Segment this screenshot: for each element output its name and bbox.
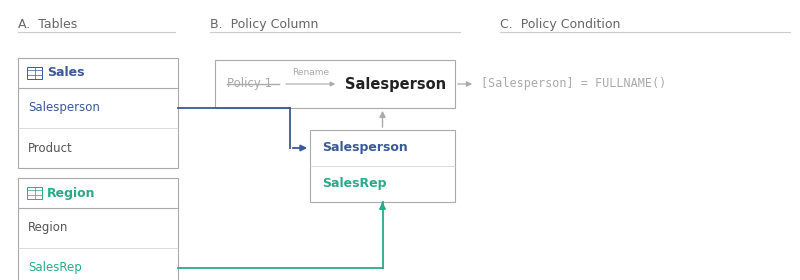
Text: [Salesperson] = FULLNAME(): [Salesperson] = FULLNAME() [481, 78, 666, 90]
Bar [215, 60, 455, 108]
Bar [27, 67, 42, 79]
Text: Salesperson: Salesperson [322, 141, 408, 155]
Text: A.  Tables: A. Tables [18, 18, 78, 31]
Bar [18, 178, 178, 280]
Text: Region: Region [28, 221, 68, 235]
Text: B.  Policy Column: B. Policy Column [210, 18, 318, 31]
Text: Rename: Rename [292, 68, 329, 77]
Text: SalesRep: SalesRep [322, 178, 386, 190]
Bar [27, 187, 42, 199]
Text: Salesperson: Salesperson [28, 102, 100, 115]
Text: C.  Policy Condition: C. Policy Condition [500, 18, 620, 31]
Bar [310, 130, 455, 202]
Text: Policy 1: Policy 1 [227, 78, 272, 90]
Text: SalesRep: SalesRep [28, 262, 82, 274]
Text: Region: Region [47, 186, 95, 199]
Text: Sales: Sales [47, 67, 85, 80]
Text: Product: Product [28, 141, 73, 155]
Text: Salesperson: Salesperson [345, 76, 446, 92]
Bar [18, 58, 178, 168]
